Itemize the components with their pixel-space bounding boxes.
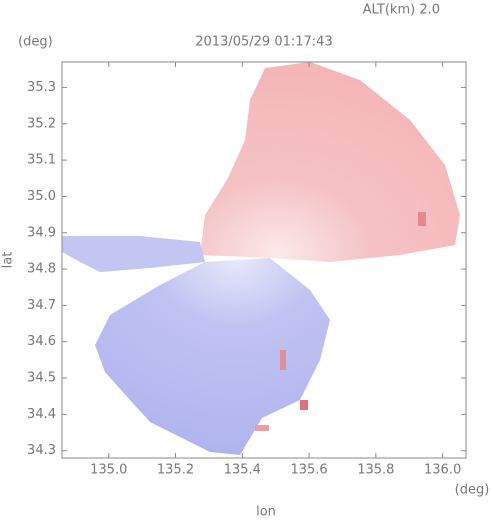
y-tick-label: 34.7 (27, 298, 56, 313)
y-tick-label: 34.6 (27, 334, 56, 349)
x-tick-label: 136.0 (424, 463, 461, 478)
radar-field (62, 62, 460, 455)
altitude-label: ALT(km) 2.0 (363, 3, 440, 18)
y-tick-label: 35.3 (27, 80, 56, 95)
x-axis-label: lon (256, 505, 276, 520)
x-tick-label: 135.2 (157, 463, 194, 478)
x-tick-label: 135.6 (290, 463, 327, 478)
y-tick-label: 34.3 (27, 443, 56, 458)
chart-title: 2013/05/29 01:17:43 (195, 35, 332, 50)
y-tick-label: 35.2 (27, 116, 56, 131)
y-tick-label: 34.8 (27, 262, 56, 277)
y-tick-label: 34.5 (27, 371, 56, 386)
x-tick-label: 135.4 (224, 463, 261, 478)
y-tick-label: 35.1 (27, 153, 56, 168)
y-unit: (deg) (18, 35, 53, 50)
plot-frame (61, 61, 467, 459)
y-tick-label: 34.4 (27, 407, 56, 422)
x-tick-label: 135.8 (357, 463, 394, 478)
y-axis-label: lat (1, 252, 16, 269)
x-unit: (deg) (455, 483, 490, 498)
y-tick-label: 35.0 (27, 189, 56, 204)
x-tick-label: 135.0 (90, 463, 127, 478)
y-tick-label: 34.9 (27, 225, 56, 240)
